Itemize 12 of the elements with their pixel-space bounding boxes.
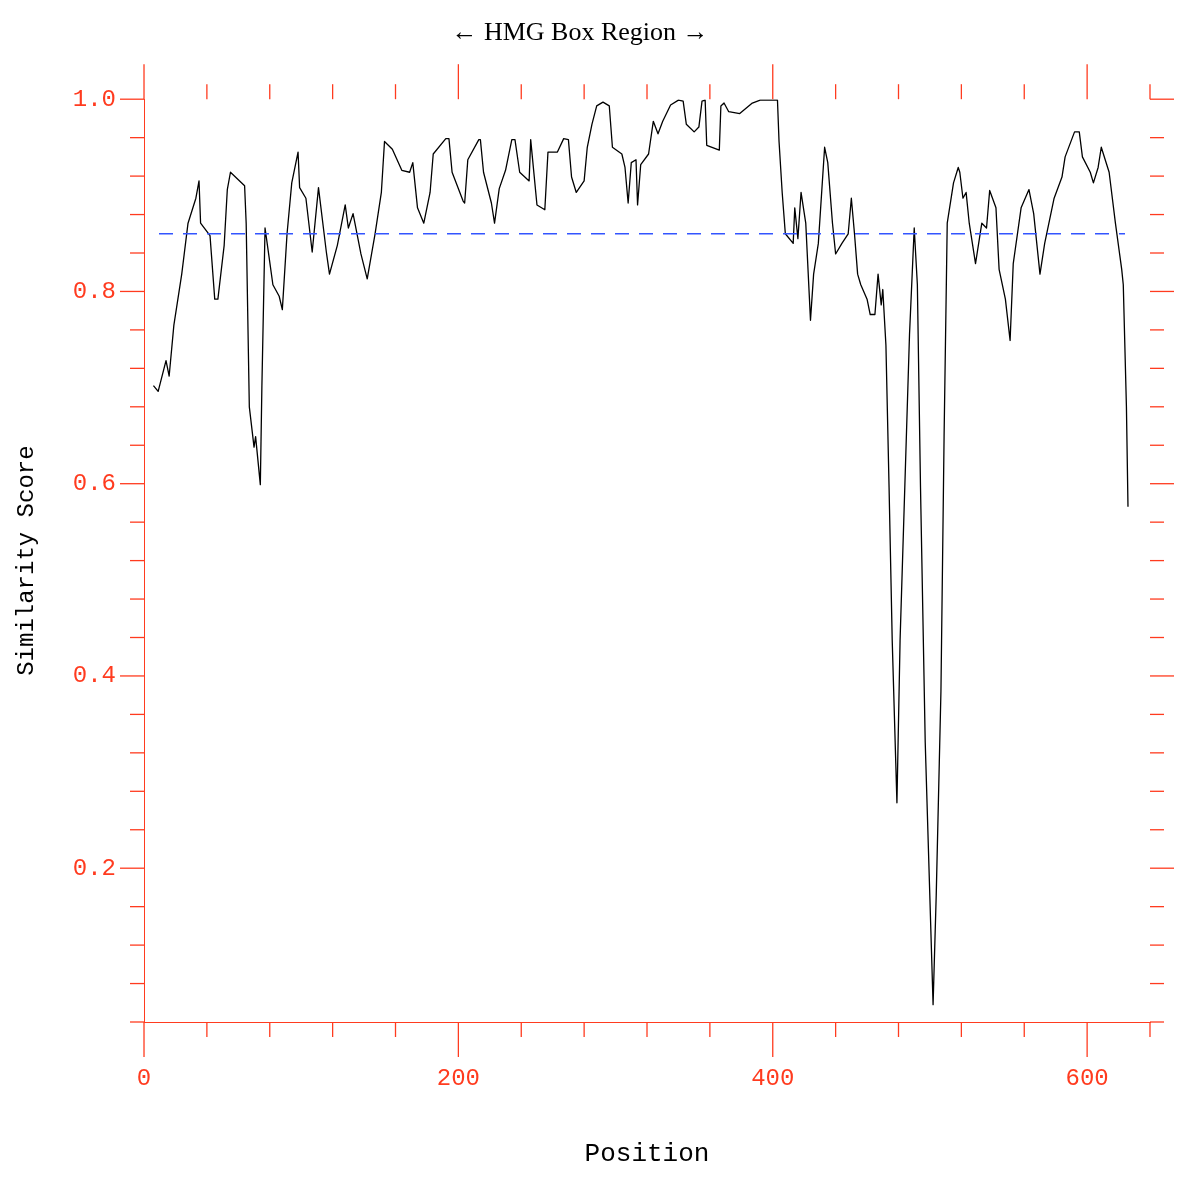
chart-title: ← HMG Box Region → — [451, 17, 709, 47]
x-tick-label: 200 — [436, 1064, 480, 1092]
y-tick-label: 0.4 — [72, 662, 117, 690]
y-tick-label: 0.2 — [72, 854, 117, 882]
y-tick-label: 0.6 — [72, 470, 117, 498]
x-tick-label: 400 — [751, 1064, 795, 1092]
y-axis-title: Similarity Score — [12, 445, 40, 676]
x-tick-label: 0 — [136, 1064, 152, 1092]
x-tick-label: 600 — [1065, 1064, 1109, 1092]
x-axis-title: Position — [584, 1139, 710, 1170]
y-tick-label: 0.8 — [72, 277, 117, 305]
y-tick-label: 1.0 — [72, 85, 117, 113]
